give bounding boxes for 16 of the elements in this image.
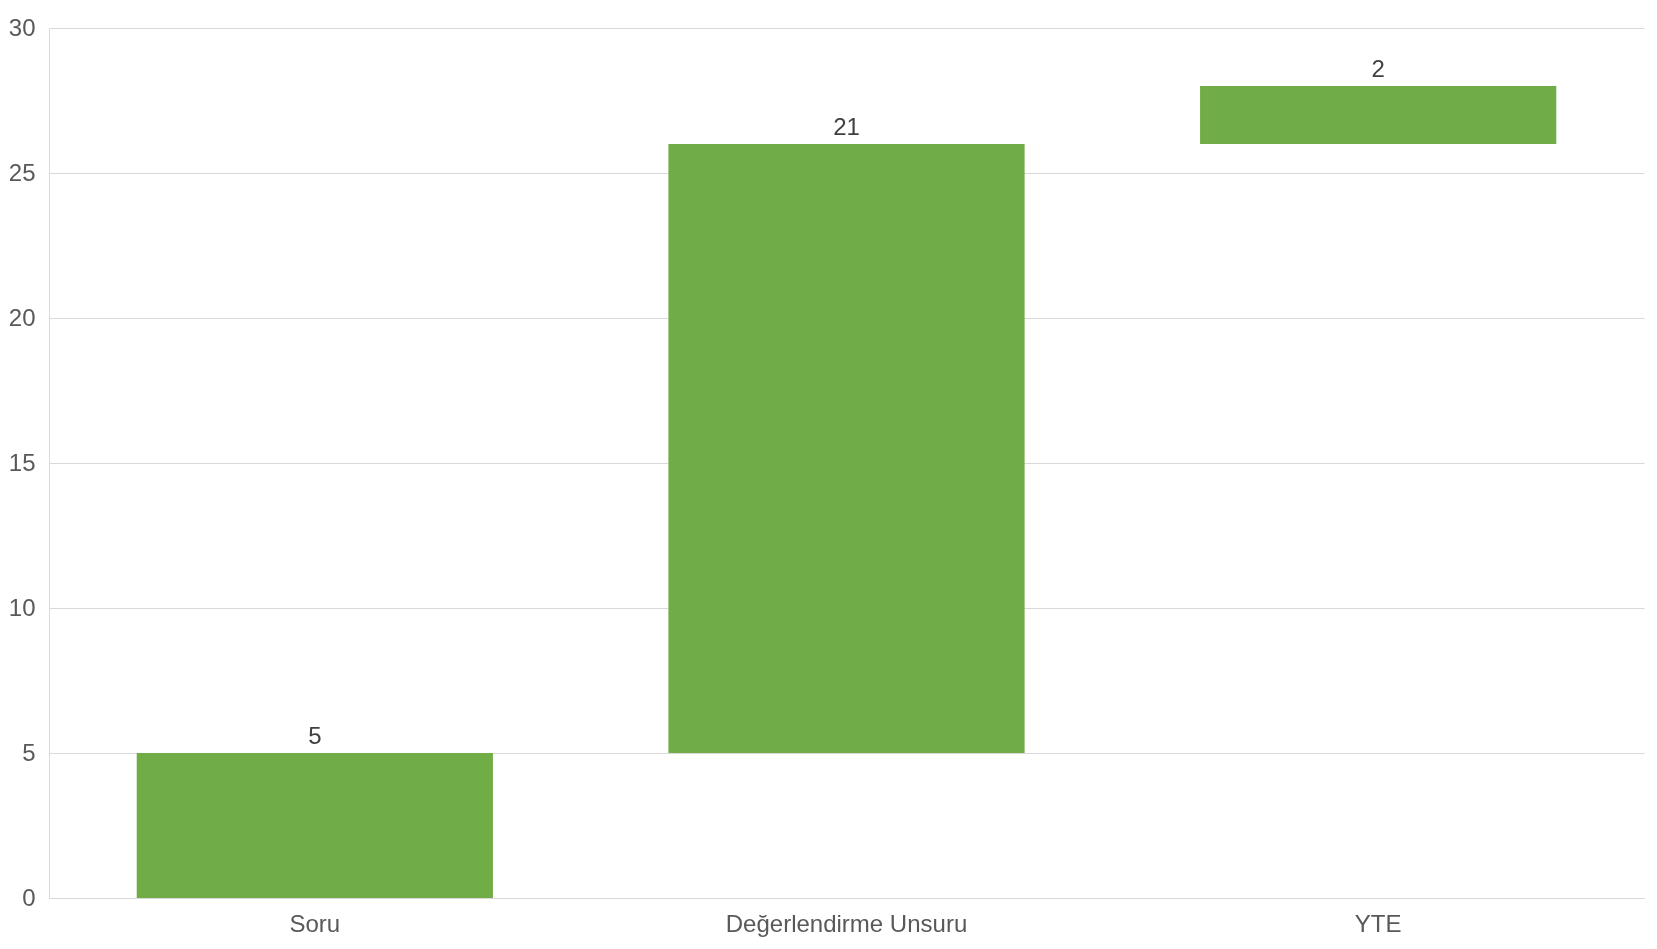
bar [136,753,493,898]
y-tick-label: 25 [8,158,36,186]
y-tick-label: 5 [22,738,36,766]
x-tick-label: YTE [1354,909,1402,937]
data-label: 21 [833,113,860,140]
y-tick-label: 0 [22,883,36,911]
y-tick-label: 15 [8,448,36,476]
bar [1200,86,1557,144]
y-tick-label: 10 [8,593,36,621]
y-tick-label: 20 [8,303,36,331]
x-tick-label: Değerlendirme Unsuru [725,909,968,937]
x-tick-label: Soru [289,909,341,937]
y-tick-label: 30 [8,13,36,41]
bar [668,144,1025,753]
data-label: 5 [308,722,322,749]
data-label: 2 [1371,55,1385,82]
